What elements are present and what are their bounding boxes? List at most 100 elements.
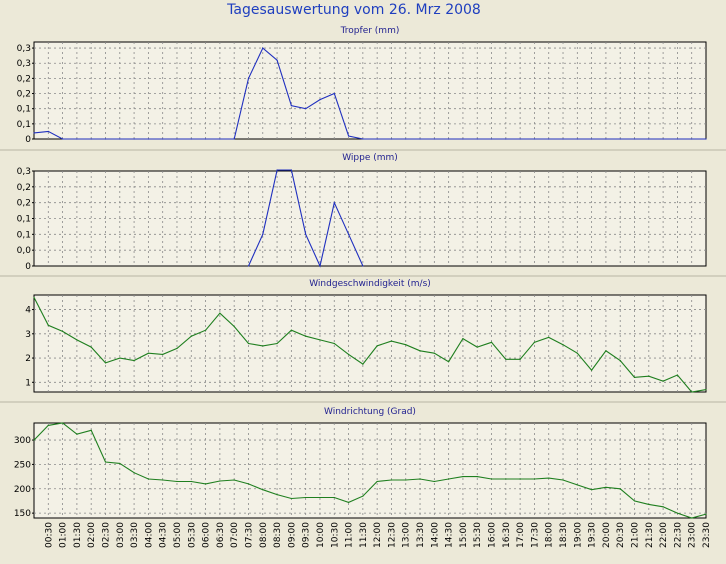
data-point xyxy=(505,358,507,360)
data-point xyxy=(362,495,364,497)
x-tick-label: 08:00 xyxy=(259,522,269,548)
data-point xyxy=(347,501,350,504)
data-point xyxy=(233,479,235,481)
x-tick-label: 13:30 xyxy=(416,522,426,548)
data-point xyxy=(662,506,664,508)
data-point xyxy=(276,59,278,61)
data-point xyxy=(433,352,435,354)
data-point xyxy=(490,341,493,343)
x-tick-label: 05:30 xyxy=(187,522,197,548)
data-point xyxy=(276,342,278,345)
series-line xyxy=(33,47,706,140)
data-point xyxy=(662,380,664,382)
data-point xyxy=(262,233,264,235)
page-title: Tagesauswertung vom 26. Mrz 2008 xyxy=(226,2,481,18)
x-tick-label: 07:00 xyxy=(230,522,240,548)
y-tick-label: 0,0 xyxy=(17,246,32,256)
y-tick-label: 0,3 xyxy=(17,44,31,54)
data-point xyxy=(433,480,435,483)
data-point xyxy=(319,98,321,101)
data-point xyxy=(390,479,393,481)
data-point xyxy=(104,138,107,140)
data-point xyxy=(162,479,164,481)
data-point xyxy=(405,344,407,346)
data-point xyxy=(676,512,679,514)
data-point xyxy=(290,497,292,500)
data-point xyxy=(305,108,307,110)
data-point xyxy=(548,138,550,140)
y-tick-label: 4 xyxy=(25,306,31,316)
data-point xyxy=(591,369,593,371)
data-point xyxy=(676,374,679,376)
data-point xyxy=(305,335,307,337)
data-point xyxy=(390,138,393,140)
data-point xyxy=(190,138,192,140)
y-tick-label: 0 xyxy=(25,135,31,145)
data-point xyxy=(33,132,35,134)
x-tick-label: 11:30 xyxy=(359,522,369,548)
x-tick-label: 06:30 xyxy=(216,522,226,548)
data-point xyxy=(133,138,135,140)
data-point xyxy=(376,480,378,483)
data-point xyxy=(247,483,250,485)
x-tick-label: 03:00 xyxy=(116,522,126,548)
data-point xyxy=(362,363,364,365)
chart-title: Windrichtung (Grad) xyxy=(324,407,416,417)
data-point xyxy=(591,489,593,491)
x-tick-label: 17:00 xyxy=(516,522,526,548)
x-tick-label: 16:00 xyxy=(488,522,498,548)
x-tick-label: 22:00 xyxy=(659,522,669,548)
data-point xyxy=(333,202,335,204)
x-tick-label: 01:30 xyxy=(73,522,83,548)
y-tick-label: 2 xyxy=(25,354,31,364)
data-point xyxy=(419,478,421,480)
data-point xyxy=(619,488,621,490)
data-point xyxy=(490,138,493,140)
x-tick-label: 15:30 xyxy=(473,522,483,548)
data-point xyxy=(691,517,693,519)
data-point xyxy=(333,496,335,499)
x-tick-label: 02:00 xyxy=(87,522,97,548)
data-point xyxy=(176,347,178,349)
x-tick-label: 23:00 xyxy=(688,522,698,548)
data-point xyxy=(276,169,278,171)
data-point xyxy=(519,478,521,480)
x-tick-label: 22:30 xyxy=(673,522,683,548)
data-point xyxy=(119,138,121,140)
data-point xyxy=(548,336,550,339)
data-point xyxy=(476,475,478,478)
data-point xyxy=(676,138,679,140)
x-tick-label: 04:30 xyxy=(159,522,169,548)
x-tick-label: 06:00 xyxy=(202,522,212,548)
x-tick-label: 00:30 xyxy=(44,522,54,548)
data-point xyxy=(290,169,292,171)
data-point xyxy=(319,496,321,499)
x-tick-label: 20:00 xyxy=(602,522,612,548)
data-point xyxy=(548,477,550,479)
data-point xyxy=(262,489,264,491)
data-point xyxy=(691,391,693,393)
x-tick-label: 15:00 xyxy=(459,522,469,548)
data-point xyxy=(419,350,421,352)
data-point xyxy=(648,138,650,140)
data-point xyxy=(662,138,664,140)
x-tick-label: 12:00 xyxy=(373,522,383,548)
data-point xyxy=(147,352,149,354)
x-tick-label: 10:00 xyxy=(316,522,326,548)
data-point xyxy=(591,138,593,140)
data-point xyxy=(76,433,78,435)
x-tick-label: 07:30 xyxy=(245,522,255,548)
data-point xyxy=(347,233,350,235)
y-tick-label: 250 xyxy=(14,460,31,470)
data-point xyxy=(233,325,235,328)
data-point xyxy=(519,138,521,140)
data-point xyxy=(648,375,650,377)
data-point xyxy=(233,138,235,140)
data-point xyxy=(262,345,264,347)
x-tick-label: 14:30 xyxy=(445,522,455,548)
data-point xyxy=(47,324,49,326)
x-tick-label: 21:30 xyxy=(645,522,655,548)
data-point xyxy=(104,362,107,364)
x-tick-label: 17:30 xyxy=(530,522,540,548)
